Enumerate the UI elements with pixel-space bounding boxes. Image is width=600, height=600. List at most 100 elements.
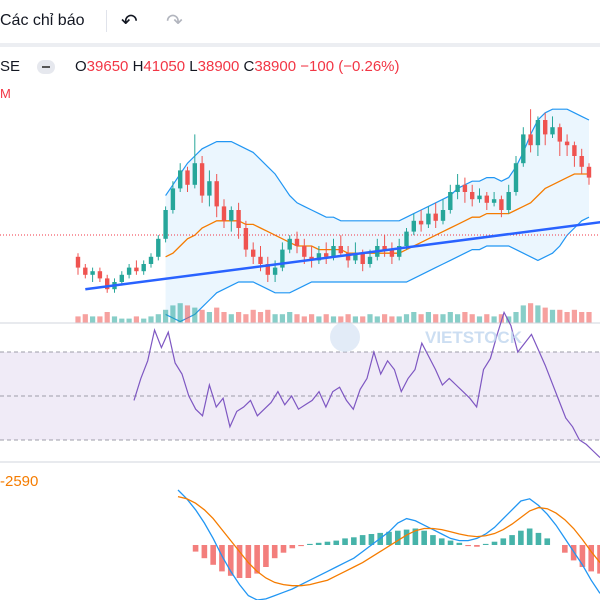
volume-bar [309, 314, 315, 323]
volume-bar [90, 316, 96, 323]
volume-bar [455, 314, 461, 323]
bollinger-lower [165, 216, 590, 323]
open-value: 39650 [86, 58, 129, 75]
volume-bar [199, 309, 205, 323]
symbol-label[interactable]: SE [0, 58, 21, 75]
volume-bar [586, 312, 592, 323]
candle [170, 181, 176, 214]
candle-body [119, 274, 124, 282]
candle [229, 206, 234, 232]
candle [455, 174, 460, 200]
volume-bar [82, 314, 88, 323]
candle-body [163, 210, 168, 239]
candle-body [389, 249, 395, 257]
macd-histogram-bar [500, 538, 507, 545]
candle [586, 163, 592, 185]
candle-body [448, 192, 453, 210]
candle-body [148, 256, 154, 264]
candle [477, 188, 482, 203]
volume-bar [206, 312, 212, 323]
candle [557, 123, 562, 156]
candle-body [236, 210, 241, 228]
candle-body [229, 210, 234, 221]
rsi-pane [0, 310, 600, 459]
candle-body [521, 134, 526, 164]
candle-body [579, 156, 584, 167]
volume-bar [491, 316, 497, 323]
candle-body [411, 220, 416, 232]
candle-body [192, 163, 197, 185]
candle [185, 166, 190, 192]
redo-icon[interactable]: ↷ [166, 11, 183, 33]
volume-bar [403, 314, 410, 323]
volume-bar [221, 312, 227, 323]
indicators-button[interactable]: Các chỉ báo [0, 12, 85, 29]
undo-icon[interactable]: ↶ [121, 11, 138, 33]
macd-histogram-bar [192, 545, 199, 552]
volume-bar [250, 309, 256, 323]
candle [214, 174, 219, 218]
macd-line [177, 489, 600, 600]
candle [134, 260, 139, 275]
candle [221, 199, 227, 228]
watermark-logo [330, 322, 360, 352]
candle [426, 206, 431, 228]
macd-histogram-bar [201, 545, 208, 559]
candle [126, 264, 132, 279]
macd-histogram-bar [280, 545, 287, 553]
macd-histogram-bar [403, 529, 410, 545]
macd-histogram-bar [263, 545, 269, 567]
macd-histogram-bar [438, 538, 445, 545]
candle [564, 134, 570, 156]
volume-bar [133, 316, 139, 323]
volume-bar [301, 316, 307, 323]
candle-body [258, 256, 263, 264]
volume-bar [484, 314, 490, 323]
candle [440, 199, 446, 225]
macd-histogram-bar [386, 531, 392, 545]
volume-bar [542, 307, 548, 323]
volume-bar [564, 312, 570, 323]
candle-body [331, 246, 336, 257]
candle [178, 163, 183, 192]
candle-body [280, 249, 285, 268]
candle [550, 116, 555, 138]
candle [316, 246, 322, 264]
trendline [85, 220, 600, 291]
macd-histogram-bar [430, 535, 436, 545]
close-key: C [243, 58, 255, 75]
volume-bar [279, 314, 285, 323]
collapse-icon[interactable] [37, 60, 55, 74]
candle-body [557, 127, 562, 142]
candle-body [207, 181, 212, 196]
macd-histogram-bar [597, 545, 600, 574]
volume-bar [374, 316, 380, 323]
volume-bar [163, 309, 169, 323]
candle [389, 242, 395, 264]
macd-histogram-bar [518, 530, 524, 545]
volume-bar [447, 312, 453, 323]
volume-bar [316, 316, 322, 323]
candle [535, 116, 541, 156]
watermark: VIETSTOCK [425, 328, 523, 347]
candle-body [199, 163, 205, 196]
change-value: −100 (−0.26%) [300, 58, 400, 75]
candle-body [251, 249, 256, 257]
volume-bar [338, 316, 344, 323]
candle [462, 177, 468, 203]
candle [506, 184, 511, 214]
candle [411, 213, 416, 236]
macd-histogram-bar [324, 541, 331, 545]
macd-histogram-bar [351, 537, 357, 545]
low-value: 38900 [197, 58, 240, 75]
volume-bar [170, 305, 176, 323]
candle [90, 267, 95, 282]
rsi-line [133, 310, 600, 459]
volume-bar [535, 305, 541, 323]
candle [156, 235, 161, 261]
macd-histogram-bar [579, 545, 586, 567]
candle-body [287, 238, 292, 250]
candle-body [484, 195, 489, 203]
volume-bar [177, 303, 183, 323]
